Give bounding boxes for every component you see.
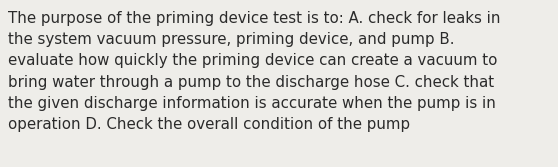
Text: The purpose of the priming device test is to: A. check for leaks in
the system v: The purpose of the priming device test i… — [8, 11, 501, 132]
